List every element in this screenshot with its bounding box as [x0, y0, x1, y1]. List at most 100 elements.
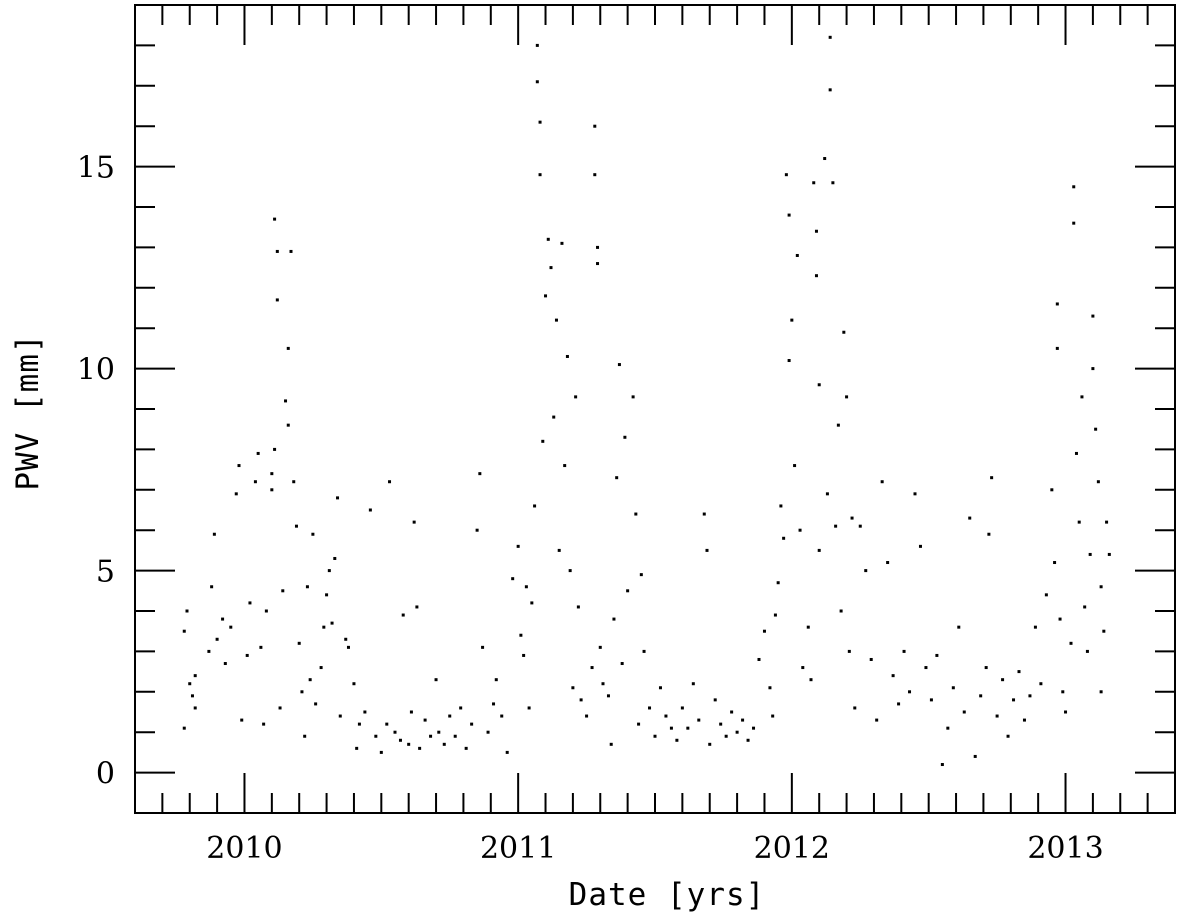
- data-point: [664, 714, 668, 718]
- data-point: [847, 649, 851, 653]
- data-point: [294, 524, 298, 528]
- data-point: [798, 528, 802, 532]
- data-point: [459, 706, 463, 710]
- data-point: [812, 181, 816, 185]
- data-point: [1080, 395, 1084, 399]
- data-point: [327, 569, 331, 573]
- data-point: [494, 678, 498, 682]
- x-tick-label: 2012: [754, 831, 830, 866]
- data-point: [806, 625, 810, 629]
- data-point: [1055, 346, 1059, 350]
- data-point: [935, 653, 939, 657]
- data-point: [470, 722, 474, 726]
- data-point: [374, 734, 378, 738]
- data-point: [568, 569, 572, 573]
- data-point: [344, 637, 348, 641]
- data-point: [270, 488, 274, 492]
- data-point: [248, 601, 252, 605]
- data-point: [207, 649, 211, 653]
- data-point: [565, 354, 569, 358]
- ticks-layer: [134, 4, 1176, 814]
- data-point: [215, 637, 219, 641]
- data-point: [256, 451, 260, 455]
- data-point: [648, 706, 652, 710]
- y-tick-label: 0: [96, 757, 115, 792]
- data-point: [984, 666, 988, 670]
- data-point: [1077, 520, 1081, 524]
- data-point: [418, 746, 422, 750]
- data-point: [338, 714, 342, 718]
- data-point: [639, 573, 643, 577]
- data-point: [790, 318, 794, 322]
- data-point: [308, 678, 312, 682]
- data-point: [908, 690, 912, 694]
- data-point: [1012, 698, 1016, 702]
- data-point: [330, 621, 334, 625]
- data-point: [724, 734, 728, 738]
- data-point: [1058, 617, 1062, 621]
- x-tick-label: 2013: [1027, 831, 1103, 866]
- data-point: [615, 476, 619, 480]
- data-point: [278, 706, 282, 710]
- data-point: [845, 395, 849, 399]
- data-point: [735, 730, 739, 734]
- data-point: [284, 399, 288, 403]
- data-point: [190, 694, 194, 698]
- data-point: [1096, 480, 1100, 484]
- data-point: [809, 678, 813, 682]
- data-point: [1072, 221, 1076, 225]
- data-point: [782, 536, 786, 540]
- data-point: [601, 682, 605, 686]
- data-point: [245, 653, 249, 657]
- data-point: [779, 504, 783, 508]
- data-point: [286, 423, 290, 427]
- data-point: [990, 476, 994, 480]
- data-point: [275, 298, 279, 302]
- data-point: [273, 447, 277, 451]
- data-point: [730, 710, 734, 714]
- data-point: [530, 601, 534, 605]
- data-point: [516, 544, 520, 548]
- data-point: [379, 750, 383, 754]
- data-point: [563, 464, 567, 468]
- data-point: [1099, 690, 1103, 694]
- data-point: [853, 706, 857, 710]
- data-point: [746, 738, 750, 742]
- data-point: [1105, 520, 1109, 524]
- data-point: [596, 245, 600, 249]
- data-point: [275, 249, 279, 253]
- data-point: [1050, 488, 1054, 492]
- data-point: [691, 682, 695, 686]
- data-point: [442, 742, 446, 746]
- data-point: [535, 43, 539, 47]
- data-point: [486, 730, 490, 734]
- data-point: [951, 686, 955, 690]
- data-point: [305, 585, 309, 589]
- data-point: [995, 714, 999, 718]
- data-point: [412, 520, 416, 524]
- data-point: [973, 754, 977, 758]
- data-point: [253, 480, 257, 484]
- data-point: [617, 363, 621, 367]
- data-point: [784, 173, 788, 177]
- data-point: [620, 662, 624, 666]
- data-point: [289, 249, 293, 253]
- data-point: [1088, 552, 1092, 556]
- data-point: [270, 472, 274, 476]
- data-point: [1072, 185, 1076, 189]
- data-point: [519, 633, 523, 637]
- data-point: [505, 750, 509, 754]
- data-point: [357, 722, 361, 726]
- data-point: [188, 682, 192, 686]
- data-point: [527, 706, 531, 710]
- data-point: [825, 492, 829, 496]
- data-point: [787, 359, 791, 363]
- data-point: [464, 746, 468, 750]
- data-point: [544, 294, 548, 298]
- data-point: [333, 556, 337, 560]
- data-point: [795, 253, 799, 257]
- labels-layer: 2010 2011 2012 2013 0 5 10 15: [77, 151, 1104, 866]
- data-point: [637, 722, 641, 726]
- data-point: [1085, 649, 1089, 653]
- data-point: [311, 532, 315, 536]
